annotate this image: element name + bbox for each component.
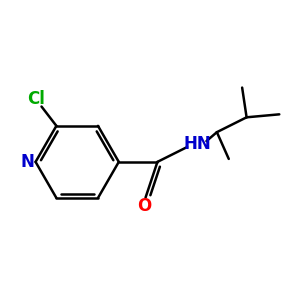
Text: HN: HN — [184, 135, 212, 153]
Text: O: O — [137, 197, 151, 215]
Text: Cl: Cl — [27, 90, 44, 108]
Text: N: N — [20, 153, 34, 171]
